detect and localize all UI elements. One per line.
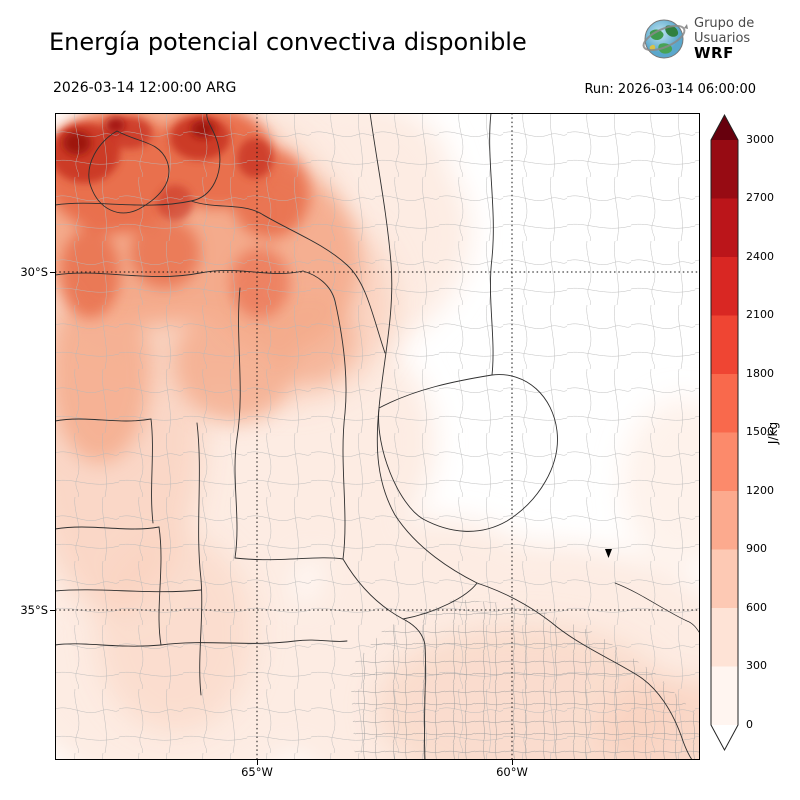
colorbar-tick: 0	[746, 718, 753, 731]
colorbar-tick: 1800	[746, 367, 774, 380]
gridlines	[55, 113, 700, 760]
valid-time-label: 2026-03-14 12:00:00 ARG	[53, 80, 237, 96]
y-tick-30s: 30°S	[20, 265, 48, 279]
colorbar-segment	[711, 198, 738, 257]
colorbar-tick: 1500	[746, 425, 774, 438]
colorbar-outline	[710, 113, 739, 752]
run-time-label: Run: 2026-03-14 06:00:00	[584, 82, 756, 97]
map-canvas	[55, 113, 700, 760]
city-marker	[605, 549, 612, 558]
colorbar-segment	[711, 257, 738, 316]
logo-line-1: Grupo de	[694, 15, 755, 31]
x-tickmark-65w	[257, 760, 258, 765]
y-tick-35s: 35°S	[20, 603, 48, 617]
colorbar-over-arrow	[711, 115, 738, 140]
logo-line-3: WRF	[694, 43, 734, 62]
colorbar-tick: 300	[746, 659, 767, 672]
colorbar-tick: 900	[746, 542, 767, 555]
colorbar-tick: 2400	[746, 250, 774, 263]
page-title: Energía potencial convectiva disponible	[49, 28, 527, 56]
colorbar-tick: 2100	[746, 308, 774, 321]
x-tick-60w: 60°W	[496, 765, 528, 779]
colorbar-tick: 1200	[746, 484, 774, 497]
colorbar-segment	[711, 549, 738, 608]
colorbar-tick: 3000	[746, 133, 774, 146]
globe-icon	[642, 19, 688, 59]
x-tick-65w: 65°W	[241, 765, 273, 779]
map-plot	[55, 113, 700, 760]
wrf-logo: Grupo de Usuarios WRF	[640, 14, 754, 62]
colorbar-segment	[711, 608, 738, 667]
colorbar-segment	[711, 140, 738, 199]
y-tickmark-30s	[50, 272, 55, 273]
colorbar-under-arrow	[711, 725, 738, 750]
colorbar-segment	[711, 491, 738, 550]
logo-line-2: Usuarios	[694, 30, 751, 46]
colorbar	[710, 113, 739, 752]
y-tickmark-35s	[50, 610, 55, 611]
logo-text: Grupo de Usuarios WRF	[694, 16, 754, 61]
colorbar-segment	[711, 374, 738, 433]
x-tickmark-60w	[512, 760, 513, 765]
province-boundaries	[55, 113, 700, 760]
colorbar-segment	[711, 432, 738, 491]
colorbar-tick: 2700	[746, 191, 774, 204]
colorbar-segment	[711, 315, 738, 374]
colorbar-unit-label: J/kg	[766, 421, 781, 445]
colorbar-tick: 600	[746, 601, 767, 614]
colorbar-segment	[711, 666, 738, 725]
